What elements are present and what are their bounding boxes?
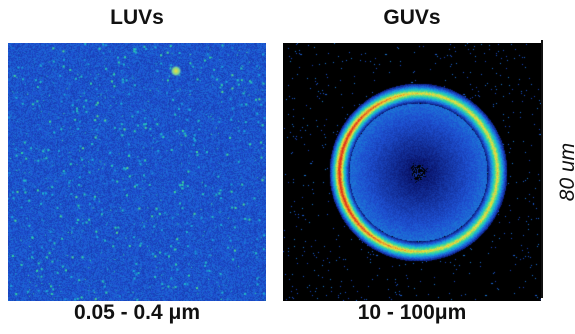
- luv-title: LUVs: [110, 6, 164, 29]
- scale-bar-line: [541, 40, 543, 298]
- luv-size-caption: 0.05 - 0.4 μm: [73, 301, 201, 324]
- guv-micrograph: [283, 43, 541, 301]
- scale-bar-label: 80 um: [556, 142, 575, 202]
- guv-image: [283, 43, 541, 301]
- luv-image: [8, 43, 266, 301]
- guv-title: GUVs: [383, 6, 441, 29]
- guv-size-caption: 10 - 100μm: [357, 301, 467, 324]
- luv-micrograph: [8, 43, 266, 301]
